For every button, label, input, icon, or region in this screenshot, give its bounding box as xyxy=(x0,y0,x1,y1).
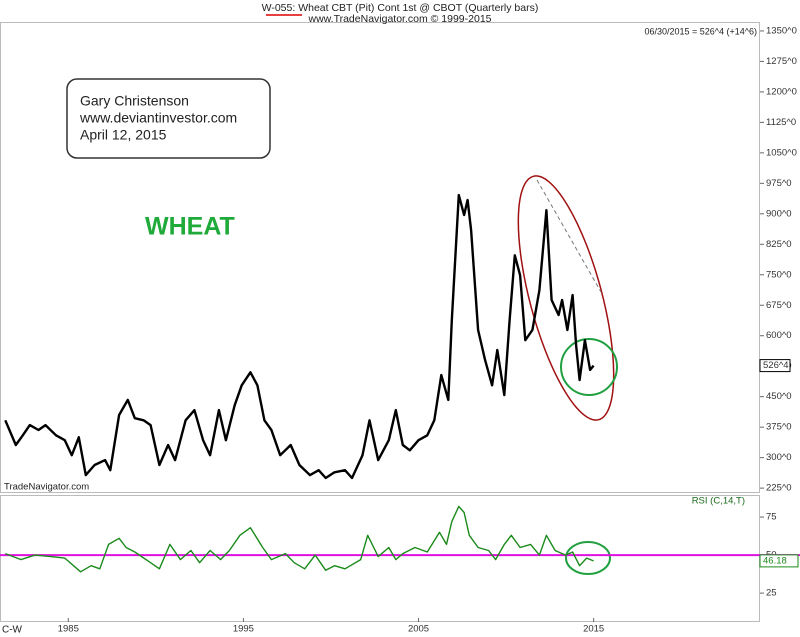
x-tick-label: 2005 xyxy=(408,624,429,635)
annotation: April 12, 2015 xyxy=(80,127,167,143)
last-value-box xyxy=(759,554,799,568)
y-tick-label: 1125^0 xyxy=(766,117,796,128)
y-tick-label: 300^0 xyxy=(766,452,792,463)
chart-label: WHEAT xyxy=(145,213,235,241)
chart-title: W-055: Wheat CBT (Pit) Cont 1st @ CBOT (… xyxy=(262,2,539,14)
x-tick-label: 2015 xyxy=(583,624,604,635)
y-tick-label: 975^0 xyxy=(766,178,792,189)
footer: C-W xyxy=(2,625,23,636)
series-line xyxy=(5,505,594,573)
annotation: www.deviantinvestor.com xyxy=(79,110,237,126)
y-tick-label: 375^0 xyxy=(766,422,792,433)
last-value-box xyxy=(759,359,791,373)
trend-line xyxy=(536,179,602,293)
y-tick-label: 1200^0 xyxy=(766,86,797,97)
chart-subtitle: www.TradeNavigator.com © 1999-2015 xyxy=(307,13,491,25)
price-panel xyxy=(0,22,760,493)
header-note: 06/30/2015 = 526^4 (+14^6) xyxy=(644,26,757,36)
highlight-circle xyxy=(565,541,611,575)
y-tick-label: 675^0 xyxy=(766,300,792,311)
y-tick-label: 450^0 xyxy=(766,391,792,402)
y-tick-label: 900^0 xyxy=(766,208,792,219)
x-tick-label: 1985 xyxy=(58,624,79,635)
annotation-box xyxy=(66,78,271,159)
series-line xyxy=(4,193,595,480)
y-tick-label: 1275^0 xyxy=(766,56,797,67)
y-tick-label: 1350^0 xyxy=(766,25,797,36)
x-tick-label: 1995 xyxy=(233,624,254,635)
legend-entry: RSI (C,14,T) xyxy=(692,496,745,507)
y-tick-label: 825^0 xyxy=(766,239,792,250)
source: TradeNavigator.com xyxy=(4,482,89,493)
highlight-circle xyxy=(560,338,618,396)
y-tick-label: 750^0 xyxy=(766,269,792,280)
last-value-label: 526^4 xyxy=(763,360,789,371)
y-tick-label: 600^0 xyxy=(766,330,792,341)
highlight-ellipse xyxy=(517,175,615,421)
y-tick-label: 225^0 xyxy=(766,483,792,494)
last-value-label: 46.18 xyxy=(763,555,787,566)
y-tick-label: 25 xyxy=(766,588,777,599)
y-tick-label: 1050^0 xyxy=(766,147,797,158)
y-tick-label: 75 xyxy=(766,512,777,523)
annotation: Gary Christenson xyxy=(80,93,189,109)
